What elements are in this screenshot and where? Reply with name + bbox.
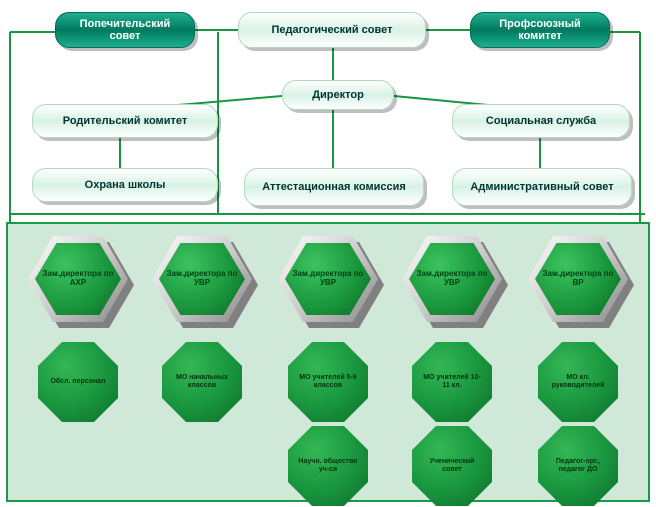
zam-ahr-hex: Зам.директора по АХР: [28, 236, 128, 322]
mo-1011-oct: МО учителей 10-11 кл.: [412, 342, 492, 422]
popech-box: Попечительский совет: [55, 12, 195, 48]
mo-59-oct: МО учителей 5-9 классов: [288, 342, 368, 422]
pedsovet-box: Педагогический совет: [238, 12, 426, 48]
attest-box: Аттестационная комиссия: [244, 168, 424, 206]
zam-uvr3-hex: Зам.директора по УВР: [402, 236, 502, 322]
zam-uvr1-hex: Зам.директора по УВР: [152, 236, 252, 322]
profkom-box: Профсоюзный комитет: [470, 12, 610, 48]
obsl-oct: Обсл. персонал: [38, 342, 118, 422]
mo-nach-oct: МО начальных классов: [162, 342, 242, 422]
zam-uvr2-hex: Зам.директора по УВР: [278, 236, 378, 322]
zam-vr-hex: Зам.директора по ВР: [528, 236, 628, 322]
rodkom-box: Родительский комитет: [32, 104, 218, 138]
director-box: Директор: [282, 80, 394, 110]
admin-box: Административный совет: [452, 168, 632, 206]
socsl-box: Социальная служба: [452, 104, 630, 138]
uchsovet-oct: Ученический совет: [412, 426, 492, 506]
pedorg-oct: Педагог-орг., педагог ДО: [538, 426, 618, 506]
ohrana-box: Охрана школы: [32, 168, 218, 202]
mo-klr-oct: МО кл. руководителей: [538, 342, 618, 422]
nauch-oct: Научн. общество уч-ся: [288, 426, 368, 506]
